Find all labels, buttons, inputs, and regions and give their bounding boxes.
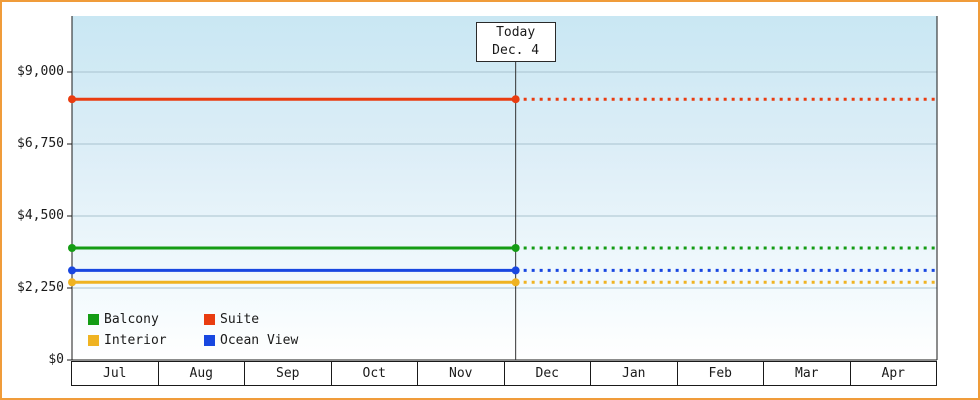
month-cell-mar: Mar [763,361,851,386]
y-tick-label: $4,500 [17,208,64,223]
series-start-dot-balcony [68,244,76,252]
legend-label: Interior [104,333,167,348]
legend-swatch-balcony [88,314,99,325]
legend-label: Balcony [104,312,159,327]
month-cell-jan: Jan [590,361,678,386]
month-cell-jul: Jul [71,361,159,386]
legend-label: Suite [220,312,260,327]
legend-swatch-suite [204,314,215,325]
series-start-dot-suite [68,95,76,104]
plot-background [72,16,937,360]
month-cell-feb: Feb [676,361,764,386]
month-axis: Jul Aug Sep Oct Nov Dec Jan Feb Mar Apr [71,361,937,386]
month-cell-nov: Nov [417,361,505,386]
y-tick-label: $6,750 [17,136,64,151]
today-label: Today [496,25,536,40]
month-cell-aug: Aug [157,361,245,386]
y-tick-label: $0 [48,352,64,367]
month-cell-oct: Oct [330,361,418,386]
series-start-dot-ocean-view [68,266,76,275]
legend: Balcony Suite Interior Ocean View [88,312,298,348]
series-start-dot-interior [68,278,76,287]
series-today-dot-suite [511,95,520,104]
today-date: Dec. 4 [492,43,540,58]
legend-swatch-interior [88,335,99,346]
month-cell-sep: Sep [244,361,332,386]
series-today-dot-ocean-view [511,266,520,275]
legend-item-ocean-view: Ocean View [204,333,298,348]
legend-item-suite: Suite [204,312,298,327]
y-tick-label: $9,000 [17,64,64,79]
series-today-dot-balcony [511,244,520,252]
today-marker-box: Today Dec. 4 [475,22,556,62]
month-cell-apr: Apr [849,361,937,386]
legend-label: Ocean View [220,333,299,348]
legend-item-interior: Interior [88,333,188,348]
y-tick-label: $2,250 [17,280,64,295]
series-today-dot-interior [511,278,520,287]
legend-swatch-ocean-view [204,335,215,346]
legend-item-balcony: Balcony [88,312,188,327]
month-cell-dec: Dec [503,361,591,386]
